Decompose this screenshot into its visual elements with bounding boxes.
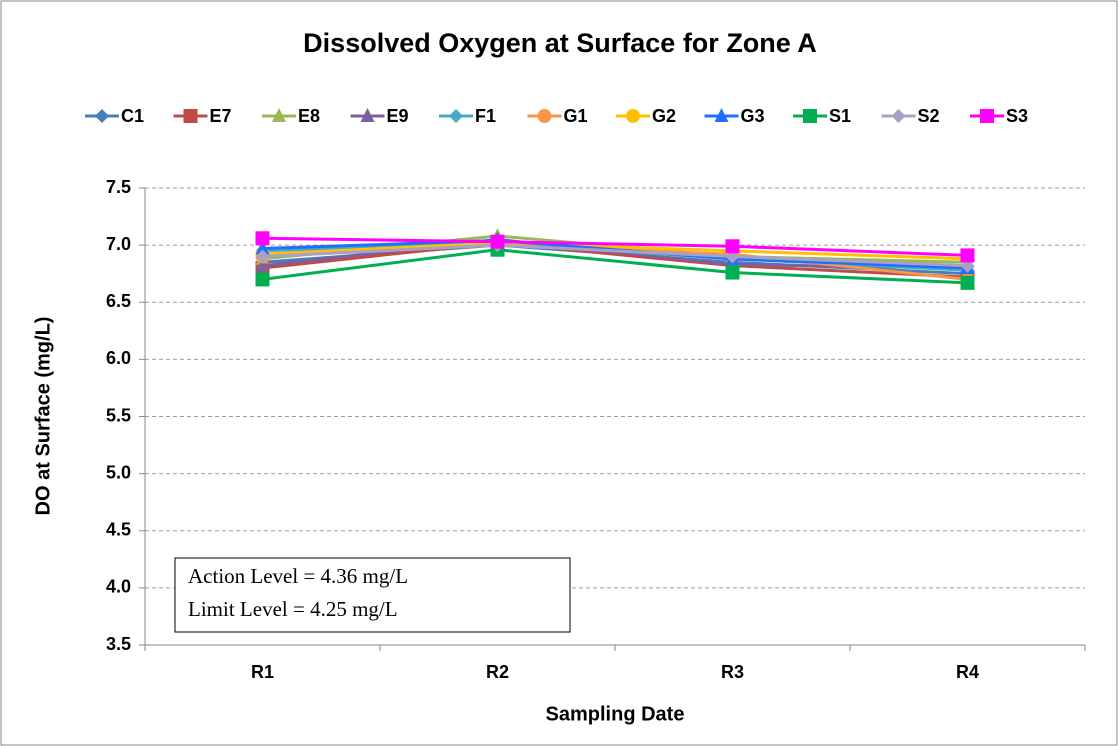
y-tick-label: 5.0 <box>106 462 131 482</box>
data-point <box>725 239 740 254</box>
y-tick-label: 4.5 <box>106 520 131 540</box>
legend-marker <box>714 108 729 122</box>
x-tick-label: R4 <box>956 662 979 682</box>
y-tick-label: 4.0 <box>106 577 131 597</box>
series-line <box>262 243 968 268</box>
legend-label: E8 <box>298 106 320 126</box>
legend-label: G2 <box>652 106 676 126</box>
legend-label: C1 <box>121 106 144 126</box>
chart-title: Dissolved Oxygen at Surface for Zone A <box>303 28 817 58</box>
annotation: Limit Level = 4.25 mg/L <box>188 597 398 621</box>
data-point <box>255 249 270 264</box>
legend-marker <box>803 109 817 123</box>
x-tick-label: R1 <box>251 662 274 682</box>
data-point <box>960 248 975 263</box>
legend-marker <box>272 108 286 122</box>
series-line <box>262 236 968 257</box>
y-tick-label: 6.5 <box>106 291 131 311</box>
y-axis-label: DO at Surface (mg/L) <box>32 317 54 516</box>
legend-marker <box>891 109 906 123</box>
legend-label: S3 <box>1006 106 1028 126</box>
legend-marker <box>449 109 463 123</box>
legend-label: G1 <box>564 106 588 126</box>
legend-label: G3 <box>741 106 765 126</box>
legend-marker <box>537 109 552 123</box>
y-tick-label: 3.5 <box>106 634 131 654</box>
legend-label: F1 <box>475 106 496 126</box>
y-tick-label: 7.0 <box>106 234 131 254</box>
legend-marker <box>626 109 640 123</box>
annotation: Action Level = 4.36 mg/L <box>188 564 408 588</box>
legend-marker <box>980 109 994 123</box>
data-point <box>255 257 270 272</box>
x-tick-label: R3 <box>721 662 744 682</box>
legend-label: E9 <box>387 106 409 126</box>
x-tick-label: R2 <box>486 662 509 682</box>
y-tick-label: 6.0 <box>106 348 131 368</box>
data-point <box>255 231 270 246</box>
legend-marker <box>183 109 198 123</box>
data-point <box>255 272 270 287</box>
series-line <box>262 241 968 261</box>
x-axis-label: Sampling Date <box>546 703 685 725</box>
legend-label: E7 <box>210 106 232 126</box>
data-point <box>960 275 975 290</box>
y-tick-label: 7.5 <box>106 177 131 197</box>
series-line <box>262 241 968 279</box>
data-point <box>725 265 740 280</box>
legend-label: S1 <box>829 106 851 126</box>
legend-marker <box>360 108 375 122</box>
data-point <box>255 240 270 255</box>
legend-marker <box>95 109 109 123</box>
y-tick-label: 5.5 <box>106 405 131 425</box>
data-point <box>490 234 505 249</box>
annotation-box <box>174 557 571 633</box>
legend-label: S2 <box>918 106 940 126</box>
series-line <box>262 248 968 285</box>
